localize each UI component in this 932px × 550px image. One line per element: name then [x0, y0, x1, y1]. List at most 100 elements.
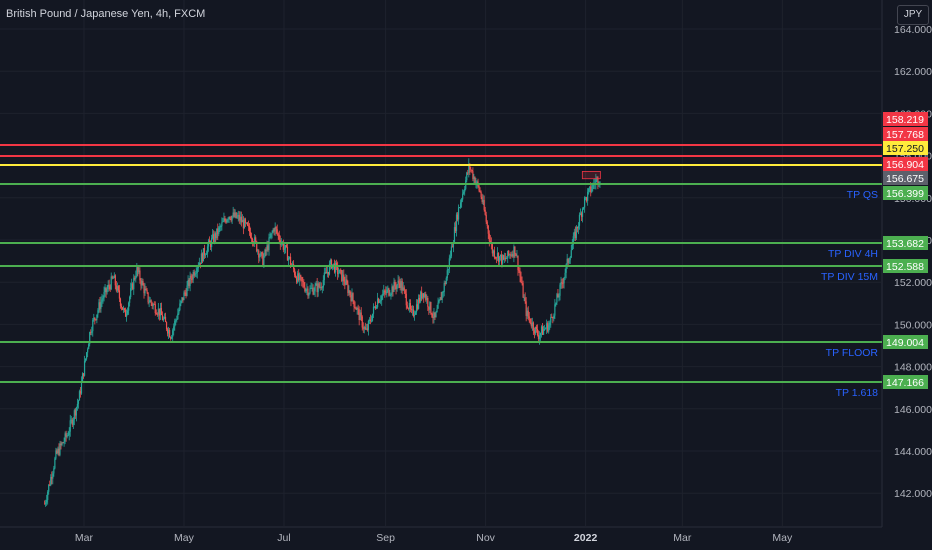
candle-body [104, 287, 106, 292]
candle-body [123, 308, 126, 310]
candle-body [463, 191, 465, 194]
candle-body [159, 308, 162, 316]
candle-body [303, 282, 305, 288]
candle-body [77, 400, 80, 404]
candle-body [531, 322, 533, 327]
candle-body [438, 300, 440, 303]
candle-body [58, 448, 60, 455]
price-level-tag [883, 335, 928, 349]
candle-body [240, 216, 242, 223]
candle-body [272, 229, 274, 233]
candle-body [248, 226, 251, 232]
candle-body [103, 291, 105, 299]
x-tick-label: Mar [673, 532, 692, 544]
candle-body [57, 448, 59, 454]
candle-body [506, 258, 508, 260]
candle-body [464, 188, 466, 192]
candle-body [250, 237, 253, 239]
price-level-note: TP DIV 15M [821, 271, 878, 283]
candle-body [310, 288, 312, 289]
candle-body [378, 298, 380, 303]
candle-body [299, 275, 301, 281]
price-level-tag-label: 147.166 [886, 377, 924, 389]
candle-body [542, 329, 545, 335]
candle-body [410, 308, 413, 310]
y-tick-label: 148.000 [894, 362, 932, 374]
candle-body [166, 329, 169, 334]
candle-body [48, 484, 50, 492]
candle-body [98, 302, 100, 311]
candle-body [514, 246, 516, 254]
candle-body [424, 294, 426, 298]
candle-body [125, 313, 128, 317]
candle-body [548, 325, 550, 332]
x-tick-label: May [772, 532, 793, 544]
candle-body [298, 273, 300, 281]
x-tick-label: May [174, 532, 195, 544]
candle-body [169, 330, 171, 338]
candle-body [108, 284, 110, 287]
candle-body [72, 419, 74, 425]
candle-body [556, 294, 558, 303]
candle-body [294, 269, 296, 276]
candle-body [570, 250, 572, 258]
candle-body [546, 323, 548, 329]
candle-body [323, 272, 325, 281]
price-level-tag-label: 157.768 [886, 129, 924, 141]
candle-body [565, 264, 567, 273]
candle-body [233, 212, 235, 217]
candle-body [210, 242, 212, 248]
candle-body [51, 477, 53, 479]
candle-body [193, 272, 195, 276]
price-level-tag [883, 157, 928, 171]
candle-body [321, 287, 323, 289]
candle-body [212, 234, 214, 239]
candle-body [512, 254, 514, 257]
candle-body [74, 410, 76, 416]
candle-body [452, 242, 455, 248]
candle-body [216, 228, 218, 239]
candle-body [576, 226, 579, 229]
candle-body [97, 310, 99, 315]
candle-body [202, 248, 205, 262]
candle-body [178, 310, 180, 314]
y-tick-label: 146.000 [894, 404, 932, 416]
candle-body [335, 262, 337, 273]
candle-body [408, 303, 410, 309]
candle-body [510, 254, 512, 256]
candle-body [145, 288, 147, 291]
candle-body [149, 300, 151, 303]
candle-body [489, 240, 491, 242]
candle-body [69, 420, 71, 432]
candle-body [434, 312, 436, 318]
candle-body [252, 238, 254, 243]
candle-body [389, 295, 391, 296]
candle-body [351, 293, 353, 302]
candle-body [278, 234, 280, 241]
currency-button[interactable]: JPY [897, 5, 929, 25]
candle-body [295, 275, 297, 278]
price-level-tag-label: 156.904 [886, 159, 924, 171]
candle-body [137, 267, 139, 273]
candle-body [106, 289, 108, 293]
candle-body [213, 234, 215, 242]
candle-body [455, 214, 458, 231]
candle-body [324, 272, 326, 273]
candle-body [329, 259, 332, 265]
candle-body [255, 237, 257, 242]
candle-body [572, 236, 574, 245]
candle-body [363, 327, 365, 329]
candle-body [65, 433, 67, 437]
candle-body [46, 499, 48, 503]
candle-body [116, 286, 118, 291]
candle-body [325, 272, 327, 274]
candle-body [404, 290, 406, 294]
candle-body [275, 226, 277, 230]
candle-body [487, 225, 489, 234]
candle-body [338, 273, 340, 275]
candle-body [407, 308, 409, 309]
candle-body [182, 297, 184, 301]
candle-body [582, 207, 585, 209]
candle-body [589, 186, 591, 189]
